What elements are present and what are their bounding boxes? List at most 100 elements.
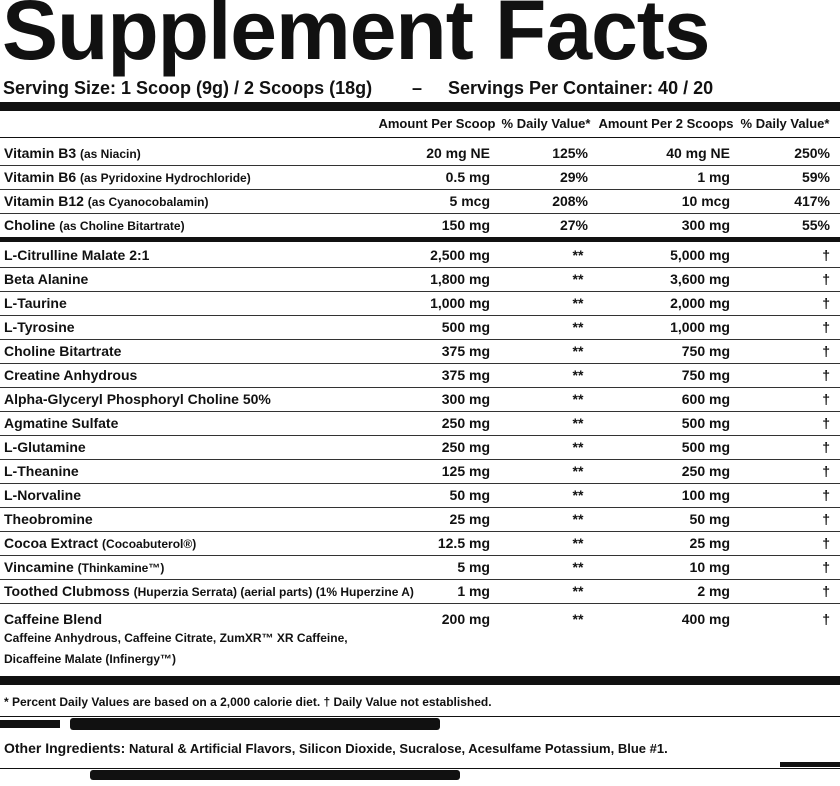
detail: (Thinkamine™) — [77, 561, 165, 575]
thick-rule — [0, 237, 840, 242]
per-2-scoops: 40 mg NE — [666, 145, 730, 161]
ingredient-name: Toothed Clubmoss (Huperzia Serrata) (aer… — [4, 579, 414, 604]
dv-scoop: 125% — [552, 145, 588, 161]
row: L-Tyrosine 500 mg ** 1,000 mg † — [0, 315, 840, 340]
per-2-scoops: 10 mg — [689, 559, 730, 575]
dv-scoop: ** — [572, 583, 584, 599]
per-scoop: 250 mg — [441, 415, 490, 431]
dv-2-scoops: † — [822, 295, 830, 311]
name: Choline Bitartrate — [4, 343, 122, 359]
row: Choline (as Choline Bitartrate) 150 mg 27%… — [0, 213, 840, 237]
row: Toothed Clubmoss (Huperzia Serrata) (aer… — [0, 579, 840, 604]
per-scoop: 0.5 mg — [445, 169, 490, 185]
name: Cocoa Extract — [4, 535, 99, 551]
name: Toothed Clubmoss — [4, 583, 130, 599]
name: Choline — [4, 217, 56, 233]
ingredient-name: Choline Bitartrate — [4, 339, 121, 363]
dv-scoop: ** — [572, 343, 584, 359]
ingredient-name: Vitamin B3 (as Niacin) — [4, 141, 141, 166]
dv-scoop: ** — [572, 415, 584, 431]
per-2-scoops: 3,600 mg — [670, 271, 730, 287]
dv-scoop: 208% — [552, 193, 588, 209]
per-2-scoops: 500 mg — [681, 439, 730, 455]
name: Vitamin B3 — [4, 145, 77, 161]
per-scoop: 12.5 mg — [437, 535, 490, 551]
ingredient-name: Vitamin B12 (as Cyanocobalamin) — [4, 189, 208, 214]
row: L-Glutamine 250 mg ** 500 mg † — [0, 435, 840, 460]
detail: (Huperzia Serrata) (aerial parts) (1% Hu… — [133, 585, 414, 599]
dv-scoop: ** — [572, 559, 584, 575]
blend-component: Dicaffeine Malate (Infinergy™) — [4, 652, 177, 666]
per-2-scoops: 300 mg — [681, 217, 730, 233]
dv-2-scoops: † — [822, 247, 830, 263]
per-scoop: 25 mg — [449, 511, 490, 527]
dv-2-scoops: 59% — [801, 169, 830, 185]
row: Vitamin B6 (as Pyridoxine Hydrochloride)… — [0, 165, 840, 190]
dv-2-scoops: † — [822, 611, 830, 627]
per-2-scoops: 750 mg — [681, 343, 730, 359]
other-ingredients-text: Natural & Artificial Flavors, Silicon Di… — [128, 741, 668, 756]
detail: (Cocoabuterol®) — [102, 537, 197, 551]
row: L-Taurine 1,000 mg ** 2,000 mg † — [0, 291, 840, 316]
dv-2-scoops: † — [822, 535, 830, 551]
name: Alpha-Glyceryl Phosphoryl Choline 50% — [4, 391, 271, 407]
ingredient-name: Choline (as Choline Bitartrate) — [4, 213, 185, 238]
name: Vincamine — [4, 559, 74, 575]
dv-2-scoops: 417% — [794, 193, 830, 209]
dv-2-scoops: † — [822, 583, 830, 599]
name: L-Taurine — [4, 295, 67, 311]
per-2-scoops: 2 mg — [697, 583, 730, 599]
dv-scoop: ** — [572, 611, 584, 627]
rule — [0, 137, 840, 138]
per-scoop: 375 mg — [441, 343, 490, 359]
name: L-Theanine — [4, 463, 79, 479]
row: L-Norvaline 50 mg ** 100 mg † — [0, 483, 840, 508]
ingredient-name: L-Citrulline Malate 2:1 — [4, 243, 149, 267]
ingredient-name: L-Taurine — [4, 291, 67, 315]
per-scoop: 300 mg — [441, 391, 490, 407]
dv-2-scoops: 55% — [801, 217, 830, 233]
row: Vitamin B12 (as Cyanocobalamin) 5 mcg 208%… — [0, 189, 840, 214]
footnote: * Percent Daily Values are based on a 2,… — [4, 695, 492, 709]
ingredient-name: L-Norvaline — [4, 483, 81, 507]
dv-scoop: ** — [572, 295, 584, 311]
per-2-scoops: 500 mg — [681, 415, 730, 431]
ingredient-name: L-Tyrosine — [4, 315, 75, 339]
ingredient-name: Theobromine — [4, 507, 93, 531]
per-scoop: 5 mg — [457, 559, 490, 575]
dv-scoop: ** — [572, 511, 584, 527]
dv-2-scoops: † — [822, 439, 830, 455]
ingredient-name: Cocoa Extract (Cocoabuterol®) — [4, 531, 196, 556]
per-2-scoops: 5,000 mg — [670, 247, 730, 263]
row: Theobromine 25 mg ** 50 mg † — [0, 507, 840, 532]
name: L-Glutamine — [4, 439, 86, 455]
column-header: % Daily Value* — [740, 116, 830, 131]
per-2-scoops: 2,000 mg — [670, 295, 730, 311]
per-2-scoops: 750 mg — [681, 367, 730, 383]
per-scoop: 250 mg — [441, 439, 490, 455]
dv-2-scoops: † — [822, 391, 830, 407]
rough-band — [90, 770, 460, 780]
dv-scoop: 27% — [559, 217, 588, 233]
rough-band — [0, 720, 60, 728]
dv-scoop: ** — [572, 463, 584, 479]
separator: – — [412, 78, 423, 98]
ingredient-name: Beta Alanine — [4, 267, 88, 291]
per-scoop: 150 mg — [441, 217, 490, 233]
dv-2-scoops: 250% — [794, 145, 830, 161]
per-scoop: 375 mg — [441, 367, 490, 383]
name: Caffeine Blend — [4, 611, 103, 627]
row: L-Citrulline Malate 2:1 2,500 mg ** 5,000 m… — [0, 243, 840, 268]
dv-2-scoops: † — [822, 487, 830, 503]
per-2-scoops: 50 mg — [689, 511, 730, 527]
ingredient-name: Vitamin B6 (as Pyridoxine Hydrochloride) — [4, 165, 251, 190]
per-scoop: 20 mg NE — [426, 145, 490, 161]
dv-scoop: 29% — [559, 169, 588, 185]
ingredient-name: Vincamine (Thinkamine™) — [4, 555, 164, 580]
per-scoop: 500 mg — [441, 319, 490, 335]
per-2-scoops: 600 mg — [681, 391, 730, 407]
column-header: Amount Per 2 Scoops — [598, 116, 734, 131]
dv-scoop: ** — [572, 439, 584, 455]
row: Alpha-Glyceryl Phosphoryl Choline 50% 300… — [0, 387, 840, 412]
